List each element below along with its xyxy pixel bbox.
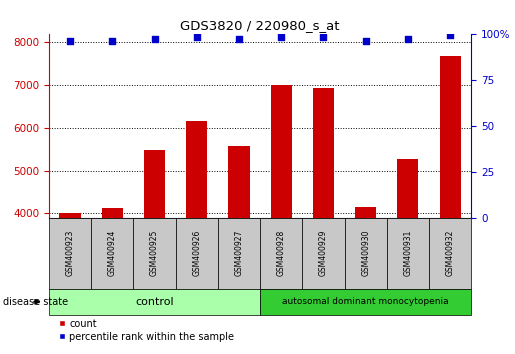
Title: GDS3820 / 220980_s_at: GDS3820 / 220980_s_at bbox=[180, 19, 340, 33]
Text: GSM400929: GSM400929 bbox=[319, 230, 328, 276]
Point bbox=[319, 34, 328, 40]
Point bbox=[66, 38, 74, 44]
Bar bbox=[429, 218, 471, 289]
Bar bbox=[260, 289, 471, 315]
Bar bbox=[101, 208, 123, 218]
Bar bbox=[398, 159, 418, 218]
Point bbox=[404, 36, 412, 42]
Text: GSM400926: GSM400926 bbox=[192, 230, 201, 276]
Text: control: control bbox=[135, 297, 174, 307]
Bar bbox=[302, 218, 345, 289]
Point bbox=[277, 34, 285, 40]
Bar bbox=[313, 88, 334, 218]
Bar bbox=[133, 218, 176, 289]
Point bbox=[193, 34, 201, 40]
Text: GSM400928: GSM400928 bbox=[277, 230, 286, 276]
Point bbox=[362, 38, 370, 44]
Bar bbox=[345, 218, 387, 289]
Text: GSM400925: GSM400925 bbox=[150, 230, 159, 276]
Text: GSM400924: GSM400924 bbox=[108, 230, 117, 276]
Bar bbox=[49, 218, 91, 289]
Bar bbox=[440, 56, 460, 218]
Text: GSM400931: GSM400931 bbox=[403, 230, 413, 276]
Bar bbox=[176, 218, 218, 289]
Point bbox=[150, 36, 159, 42]
Bar bbox=[387, 218, 429, 289]
Bar bbox=[186, 121, 207, 218]
Bar bbox=[355, 207, 376, 218]
Bar bbox=[218, 218, 260, 289]
Text: GSM400930: GSM400930 bbox=[361, 230, 370, 276]
Bar bbox=[228, 146, 249, 218]
Text: GSM400923: GSM400923 bbox=[65, 230, 75, 276]
Text: autosomal dominant monocytopenia: autosomal dominant monocytopenia bbox=[282, 297, 449, 306]
Text: GSM400927: GSM400927 bbox=[234, 230, 244, 276]
Text: disease state: disease state bbox=[3, 297, 67, 307]
Bar bbox=[260, 218, 302, 289]
Bar bbox=[59, 212, 80, 218]
Bar bbox=[49, 289, 260, 315]
Text: GSM400932: GSM400932 bbox=[445, 230, 455, 276]
Bar bbox=[144, 150, 165, 218]
Bar bbox=[270, 85, 291, 218]
Point bbox=[446, 33, 454, 38]
Bar bbox=[91, 218, 133, 289]
Point bbox=[235, 36, 243, 42]
Legend: count, percentile rank within the sample: count, percentile rank within the sample bbox=[54, 315, 238, 346]
Point bbox=[108, 38, 116, 44]
